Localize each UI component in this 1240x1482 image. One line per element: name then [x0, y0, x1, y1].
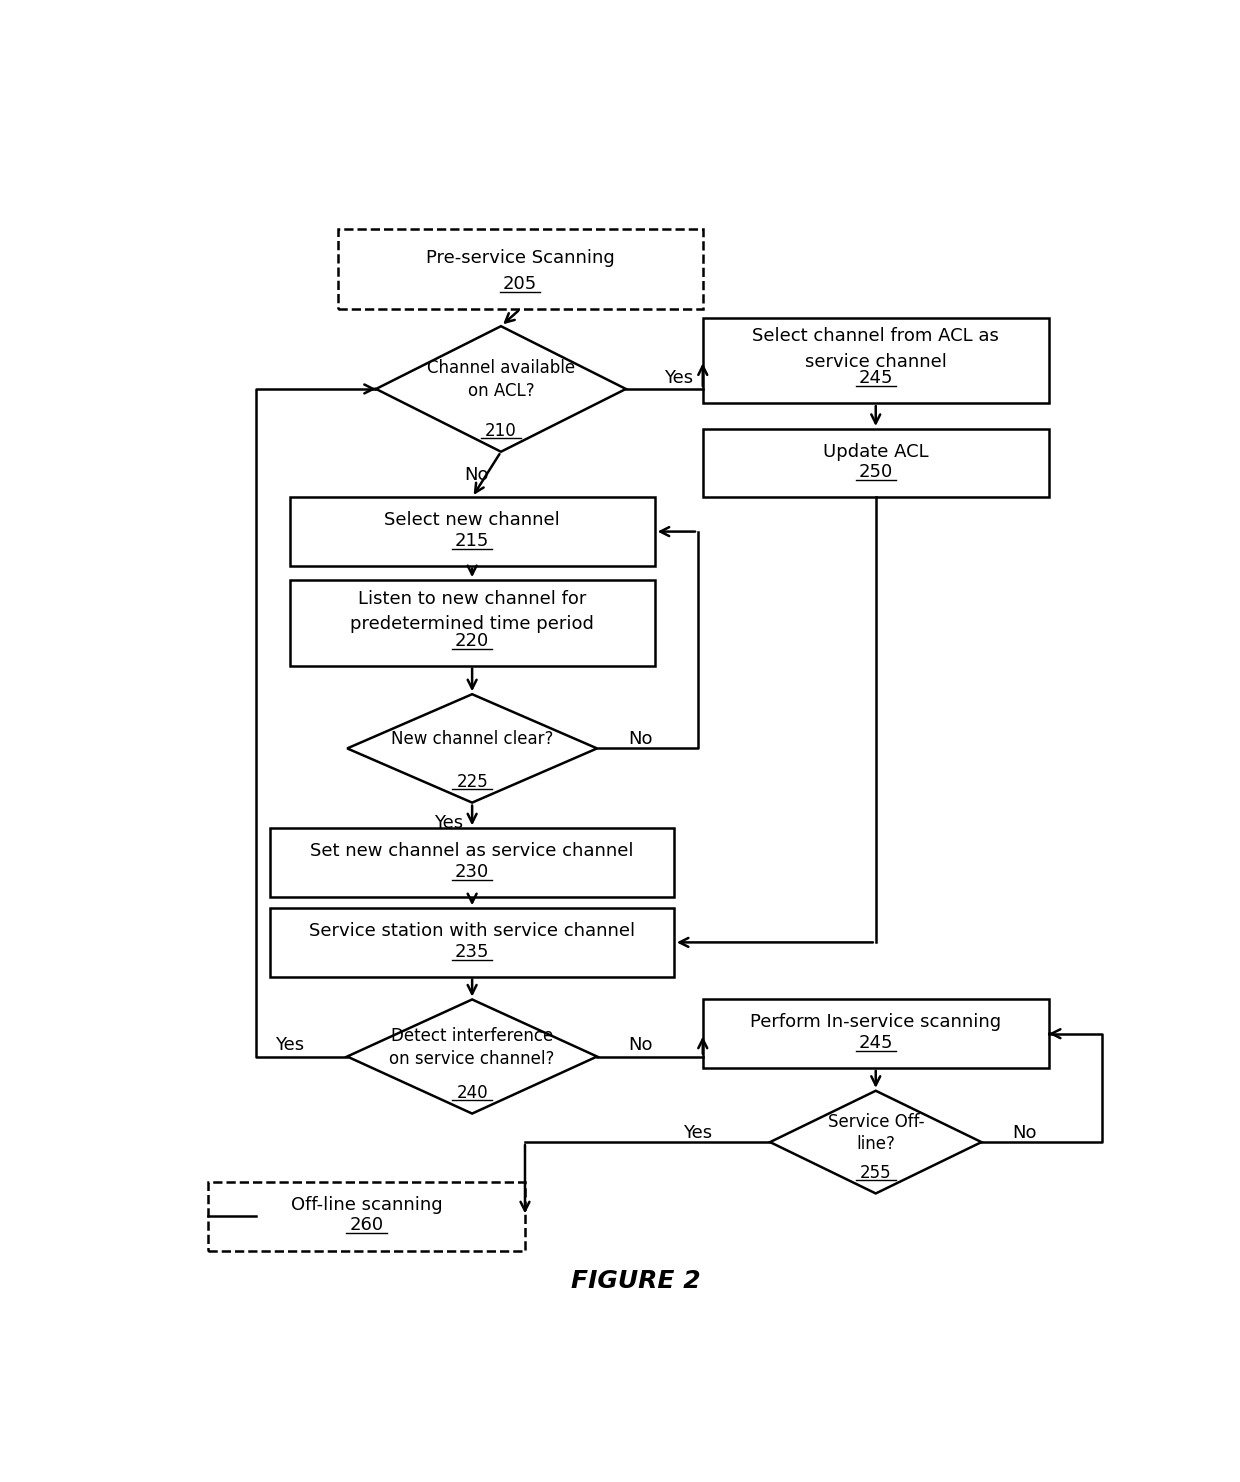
Text: 245: 245: [858, 369, 893, 387]
Bar: [270, 828, 675, 897]
Text: Yes: Yes: [434, 814, 463, 833]
Bar: [290, 498, 655, 566]
Text: 250: 250: [858, 464, 893, 482]
Text: 220: 220: [455, 631, 490, 649]
Bar: [703, 999, 1049, 1069]
Text: 225: 225: [456, 774, 489, 791]
Text: Update ACL: Update ACL: [823, 443, 929, 461]
Text: Select new channel: Select new channel: [384, 511, 560, 529]
Text: Yes: Yes: [275, 1036, 304, 1054]
Text: Select channel from ACL as: Select channel from ACL as: [753, 328, 999, 345]
Text: Perform In-service scanning: Perform In-service scanning: [750, 1014, 1002, 1031]
Text: 260: 260: [350, 1217, 383, 1235]
Text: 215: 215: [455, 532, 490, 550]
Text: 245: 245: [858, 1034, 893, 1052]
Text: Detect interference: Detect interference: [391, 1027, 553, 1045]
Polygon shape: [770, 1091, 982, 1193]
Bar: [208, 1183, 525, 1251]
Text: No: No: [627, 1036, 652, 1054]
Text: Channel available: Channel available: [427, 360, 575, 378]
Text: predetermined time period: predetermined time period: [350, 615, 594, 633]
Text: Set new channel as service channel: Set new channel as service channel: [310, 842, 634, 860]
Polygon shape: [347, 694, 596, 803]
Bar: [290, 579, 655, 665]
Text: Listen to new channel for: Listen to new channel for: [358, 590, 587, 608]
Polygon shape: [347, 999, 596, 1113]
Text: Service Off-: Service Off-: [827, 1113, 924, 1131]
Text: 205: 205: [503, 276, 537, 293]
Bar: [270, 908, 675, 977]
Text: Pre-service Scanning: Pre-service Scanning: [425, 249, 615, 267]
Text: Yes: Yes: [683, 1123, 713, 1143]
Text: No: No: [627, 731, 652, 748]
Text: Service station with service channel: Service station with service channel: [309, 922, 635, 940]
Text: 210: 210: [485, 422, 517, 440]
Text: Yes: Yes: [665, 369, 693, 387]
Text: on ACL?: on ACL?: [467, 382, 534, 400]
Text: line?: line?: [857, 1135, 895, 1153]
Text: FIGURE 2: FIGURE 2: [570, 1269, 701, 1294]
Bar: [337, 230, 703, 310]
Text: 230: 230: [455, 863, 490, 880]
Text: on service channel?: on service channel?: [389, 1049, 554, 1069]
Text: No: No: [465, 465, 490, 483]
Text: 240: 240: [456, 1083, 489, 1103]
Text: No: No: [1012, 1123, 1037, 1143]
Text: New channel clear?: New channel clear?: [391, 731, 553, 748]
Text: 235: 235: [455, 943, 490, 960]
Text: 255: 255: [859, 1163, 892, 1183]
Bar: [703, 317, 1049, 403]
Polygon shape: [376, 326, 626, 452]
Text: Off-line scanning: Off-line scanning: [290, 1196, 443, 1214]
Text: service channel: service channel: [805, 353, 946, 370]
Bar: [703, 428, 1049, 498]
